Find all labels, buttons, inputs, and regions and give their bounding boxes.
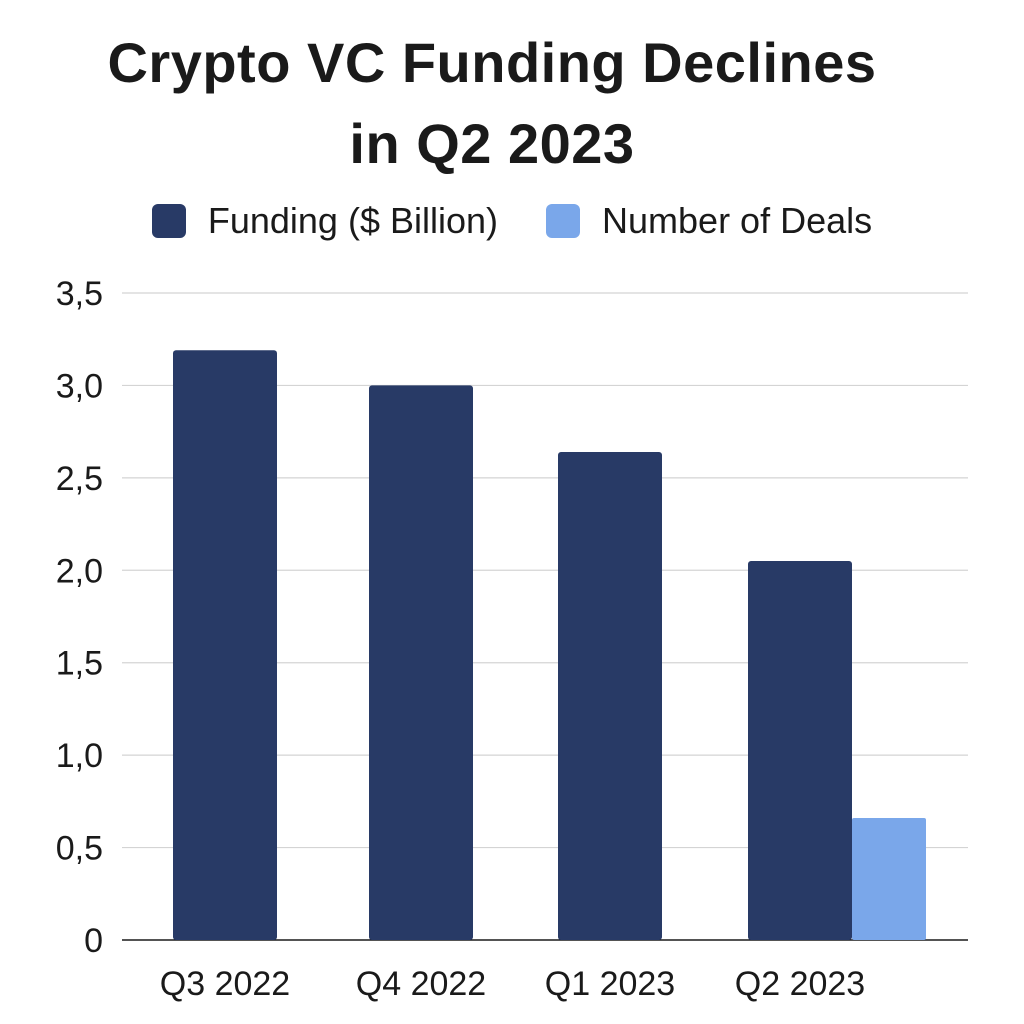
- chart-title-line-1: Crypto VC Funding Declines: [107, 31, 877, 94]
- chart-legend: Funding ($ Billion) Number of Deals: [0, 200, 1024, 242]
- legend-swatch-funding: [151, 204, 186, 238]
- bar-funding: [748, 561, 852, 940]
- legend-label-deals: Number of Deals: [602, 200, 873, 241]
- chart-title-line-2: in Q2 2023: [349, 112, 635, 176]
- legend-label-funding: Funding ($ Billion): [207, 200, 499, 241]
- y-tick-label: 3,0: [56, 367, 103, 405]
- y-tick-label: 0,5: [56, 830, 103, 868]
- y-tick-label: 3,5: [56, 275, 103, 313]
- chart-title: Crypto VC Funding Declines in Q2 2023: [0, 22, 984, 184]
- x-tick-label: Q2 2023: [735, 965, 865, 1003]
- y-tick-label: 2,5: [56, 460, 103, 498]
- bar-funding: [369, 385, 473, 940]
- x-tick-label: Q4 2022: [356, 965, 486, 1003]
- x-tick-label: Q1 2023: [545, 965, 675, 1003]
- legend-swatch-deals: [546, 204, 581, 238]
- y-tick-label: 0: [84, 922, 103, 960]
- bar-deals: [852, 817, 926, 940]
- legend-item-deals: Number of Deals: [546, 200, 872, 242]
- x-tick-label: Q3 2022: [160, 965, 290, 1003]
- y-tick-label: 2,0: [56, 552, 103, 590]
- y-tick-label: 1,5: [56, 645, 103, 683]
- y-tick-label: 1,0: [56, 737, 103, 775]
- bar-funding: [173, 350, 277, 940]
- bar-funding: [558, 451, 662, 940]
- legend-item-funding: Funding ($ Billion): [151, 200, 499, 242]
